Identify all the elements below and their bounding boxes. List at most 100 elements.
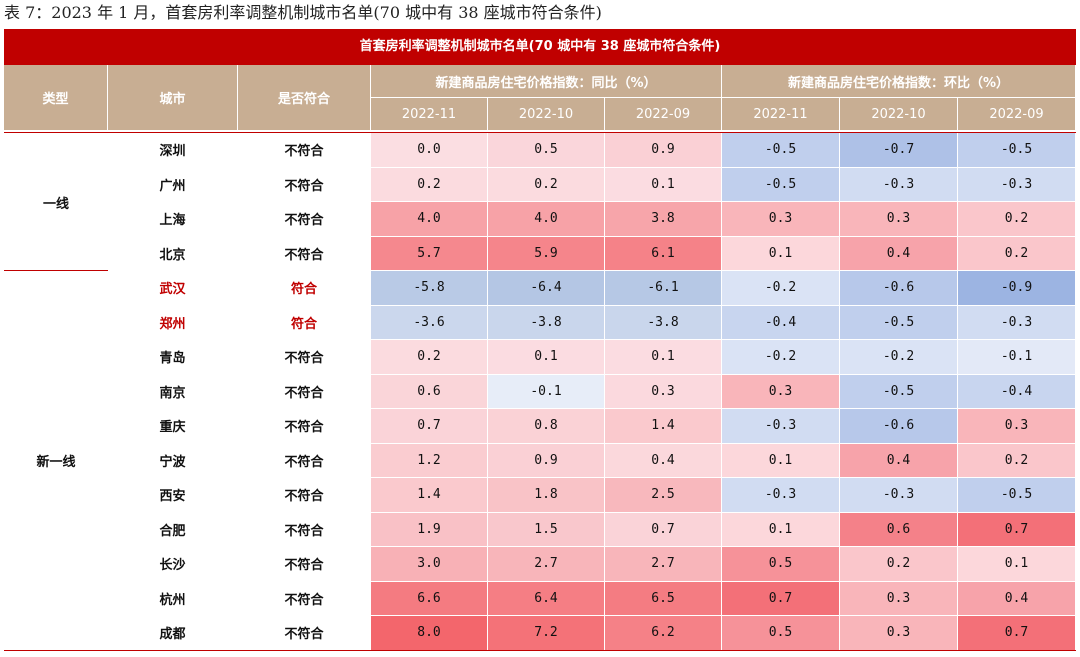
mom-value: 0.2 [958, 443, 1076, 478]
city-name: 合肥 [108, 512, 238, 547]
mom-value: 0.3 [840, 581, 958, 616]
yoy-value: -3.6 [371, 305, 488, 340]
table-row: 成都 不符合 8.0 7.2 6.2 0.5 0.3 0.7 [4, 616, 1076, 651]
yoy-value: -6.4 [488, 271, 605, 306]
city-name: 南京 [108, 374, 238, 409]
yoy-value: 7.2 [488, 616, 605, 651]
mom-value: 0.1 [722, 236, 840, 271]
city-name: 上海 [108, 202, 238, 237]
city-name: 重庆 [108, 409, 238, 444]
eligibility-value: 不符合 [238, 133, 371, 168]
eligibility-value: 符合 [238, 271, 371, 306]
city-name: 深圳 [108, 133, 238, 168]
mom-value: 0.4 [958, 581, 1076, 616]
yoy-value: 3.0 [371, 547, 488, 582]
mom-value: -0.3 [840, 478, 958, 513]
group-separator [4, 132, 1076, 133]
yoy-value: 4.0 [371, 202, 488, 237]
table-row: 郑州 符合 -3.6 -3.8 -3.8 -0.4 -0.5 -0.3 [4, 305, 1076, 340]
mom-value: 0.1 [958, 547, 1076, 582]
yoy-value: 1.4 [371, 478, 488, 513]
city-name: 成都 [108, 616, 238, 651]
header-eligible: 是否符合 [238, 65, 371, 131]
city-name: 杭州 [108, 581, 238, 616]
mom-value: -0.5 [722, 133, 840, 168]
yoy-value: 5.7 [371, 236, 488, 271]
yoy-value: 4.0 [488, 202, 605, 237]
table-row: 杭州 不符合 6.6 6.4 6.5 0.7 0.3 0.4 [4, 581, 1076, 616]
yoy-value: 0.4 [605, 443, 722, 478]
header-month: 2022-09 [958, 98, 1076, 131]
header-type: 类型 [4, 65, 108, 131]
table-row: 青岛 不符合 0.2 0.1 0.1 -0.2 -0.2 -0.1 [4, 340, 1076, 375]
eligibility-value: 不符合 [238, 581, 371, 616]
mom-value: 0.7 [958, 512, 1076, 547]
mom-value: 0.4 [840, 236, 958, 271]
mom-value: 0.7 [722, 581, 840, 616]
yoy-value: 5.9 [488, 236, 605, 271]
yoy-value: 0.2 [371, 340, 488, 375]
eligibility-value: 不符合 [238, 616, 371, 651]
yoy-value: -3.8 [605, 305, 722, 340]
mom-value: 0.3 [840, 202, 958, 237]
mom-value: -0.4 [958, 374, 1076, 409]
yoy-value: 0.1 [605, 340, 722, 375]
table-row: 广州 不符合 0.2 0.2 0.1 -0.5 -0.3 -0.3 [4, 167, 1076, 202]
yoy-value: 1.2 [371, 443, 488, 478]
group-label: 新一线 [36, 455, 76, 471]
table-header: 类型 城市 是否符合 新建商品房住宅价格指数：同比（%） 新建商品房住宅价格指数… [4, 65, 1076, 131]
mom-value: 0.5 [722, 547, 840, 582]
mom-value: -0.5 [958, 133, 1076, 168]
yoy-value: 3.8 [605, 202, 722, 237]
yoy-value: 0.1 [605, 167, 722, 202]
yoy-value: 2.5 [605, 478, 722, 513]
header-month: 2022-09 [605, 98, 722, 131]
header-month: 2022-10 [488, 98, 605, 131]
mom-value: 0.5 [722, 616, 840, 651]
header-mom-group: 新建商品房住宅价格指数：环比（%） [722, 65, 1076, 98]
table-row: 深圳 不符合 0.0 0.5 0.9 -0.5 -0.7 -0.5 [4, 133, 1076, 168]
mom-value: -0.1 [958, 340, 1076, 375]
header-month: 2022-10 [840, 98, 958, 131]
yoy-value: 0.2 [488, 167, 605, 202]
mom-value: 0.1 [722, 443, 840, 478]
mom-value: -0.4 [722, 305, 840, 340]
mom-value: -0.3 [840, 167, 958, 202]
mom-value: 0.6 [840, 512, 958, 547]
table-row: 武汉 符合 -5.8 -6.4 -6.1 -0.2 -0.6 -0.9 [4, 271, 1076, 306]
yoy-value: 0.8 [488, 409, 605, 444]
yoy-value: 0.0 [371, 133, 488, 168]
city-name: 宁波 [108, 443, 238, 478]
mom-value: -0.2 [722, 340, 840, 375]
yoy-value: 0.2 [371, 167, 488, 202]
yoy-value: -6.1 [605, 271, 722, 306]
eligibility-value: 不符合 [238, 512, 371, 547]
header-yoy-group: 新建商品房住宅价格指数：同比（%） [371, 65, 722, 98]
city-name: 北京 [108, 236, 238, 271]
mom-value: -0.5 [958, 478, 1076, 513]
table-row: 长沙 不符合 3.0 2.7 2.7 0.5 0.2 0.1 [4, 547, 1076, 582]
mom-value: -0.9 [958, 271, 1076, 306]
mom-value: -0.5 [722, 167, 840, 202]
city-name: 青岛 [108, 340, 238, 375]
table-bottom-rule [4, 649, 1076, 651]
mom-value: -0.3 [722, 478, 840, 513]
mom-value: -0.3 [958, 167, 1076, 202]
eligibility-value: 不符合 [238, 236, 371, 271]
yoy-value: 0.7 [371, 409, 488, 444]
table-row: 宁波 不符合 1.2 0.9 0.4 0.1 0.4 0.2 [4, 443, 1076, 478]
mom-value: 0.3 [840, 616, 958, 651]
yoy-value: 6.2 [605, 616, 722, 651]
yoy-value: 6.6 [371, 581, 488, 616]
header-city: 城市 [108, 65, 238, 131]
table-row: 合肥 不符合 1.9 1.5 0.7 0.1 0.6 0.7 [4, 512, 1076, 547]
yoy-value: 0.5 [488, 133, 605, 168]
eligibility-value: 不符合 [238, 340, 371, 375]
mom-value: 0.4 [840, 443, 958, 478]
city-name: 郑州 [108, 305, 238, 340]
mom-value: -0.2 [840, 340, 958, 375]
yoy-value: 0.9 [605, 133, 722, 168]
eligibility-value: 不符合 [238, 374, 371, 409]
table-row: 西安 不符合 1.4 1.8 2.5 -0.3 -0.3 -0.5 [4, 478, 1076, 513]
city-name: 长沙 [108, 547, 238, 582]
